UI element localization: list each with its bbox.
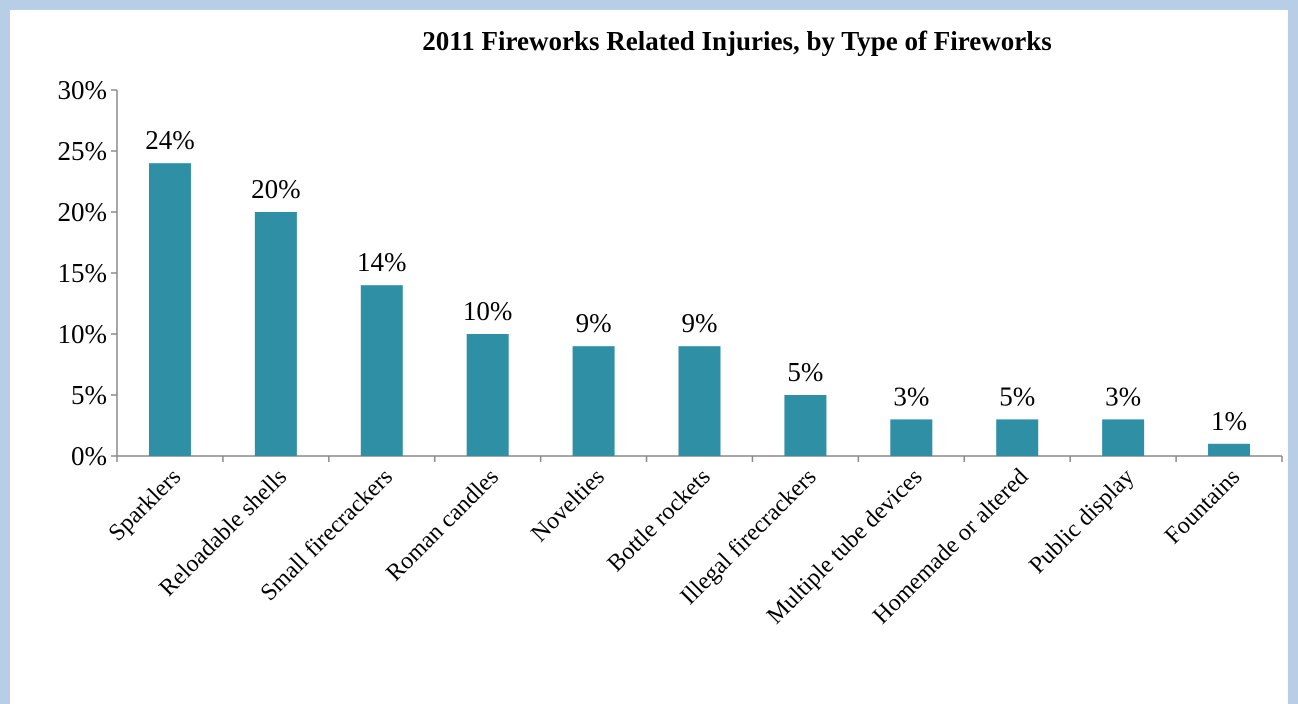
category-label: Novelties	[526, 464, 609, 547]
bar	[1208, 443, 1251, 456]
data-label: 9%	[682, 308, 718, 338]
y-tick-label: 25%	[58, 136, 108, 166]
bar	[784, 395, 827, 456]
bar	[466, 334, 509, 456]
y-tick-label: 0%	[71, 441, 107, 471]
bar	[678, 346, 721, 456]
data-label: 10%	[463, 296, 513, 326]
bar	[996, 419, 1039, 456]
y-tick-label: 30%	[58, 75, 108, 105]
y-tick-label: 5%	[71, 380, 107, 410]
data-labels: 24% 20% 14% 10% 9% 9% 5% 3% 5% 3% 1%	[145, 125, 1247, 436]
category-label: Sparklers	[104, 464, 186, 546]
category-label: Public display	[1024, 464, 1139, 579]
data-label: 14%	[357, 247, 407, 277]
axes: 0% 5% 10% 15% 20% 25% 30%	[58, 75, 1283, 471]
bars	[148, 163, 1251, 456]
data-label: 9%	[576, 308, 612, 338]
category-label: Fountains	[1160, 464, 1245, 549]
chart-title: 2011 Fireworks Related Injuries, by Type…	[422, 26, 1051, 56]
y-tick-label: 10%	[58, 319, 108, 349]
data-label: 3%	[1105, 381, 1141, 411]
data-label: 20%	[251, 174, 301, 204]
category-label: Roman candles	[381, 464, 504, 587]
y-tick-label: 15%	[58, 258, 108, 288]
data-label: 1%	[1211, 406, 1247, 436]
bar	[360, 285, 403, 456]
bar	[572, 346, 615, 456]
data-label: 3%	[893, 381, 929, 411]
bar	[890, 419, 933, 456]
chart-frame: 2011 Fireworks Related Injuries, by Type…	[10, 10, 1288, 704]
data-label: 24%	[145, 125, 195, 155]
data-label: 5%	[999, 381, 1035, 411]
bar	[148, 163, 191, 456]
bar	[1102, 419, 1145, 456]
data-label: 5%	[787, 357, 823, 387]
y-tick-label: 20%	[58, 197, 108, 227]
bar-chart: 2011 Fireworks Related Injuries, by Type…	[58, 26, 1283, 629]
bar	[254, 212, 297, 456]
category-label: Bottle rockets	[603, 464, 716, 577]
